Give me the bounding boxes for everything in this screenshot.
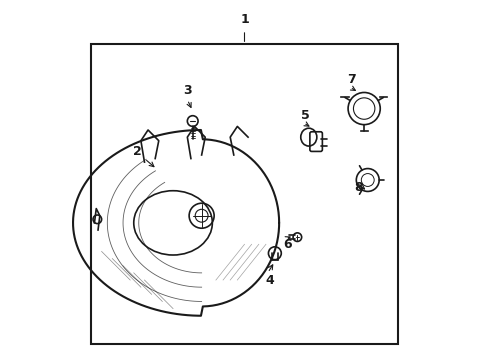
Bar bbox=[91, 44, 397, 344]
Text: 4: 4 bbox=[264, 274, 273, 287]
Text: 3: 3 bbox=[183, 84, 191, 97]
Text: 7: 7 bbox=[346, 73, 355, 86]
Text: 8: 8 bbox=[354, 181, 363, 194]
Text: 6: 6 bbox=[283, 238, 291, 251]
Text: 2: 2 bbox=[133, 145, 142, 158]
Text: 1: 1 bbox=[240, 13, 248, 26]
Text: 5: 5 bbox=[300, 109, 309, 122]
